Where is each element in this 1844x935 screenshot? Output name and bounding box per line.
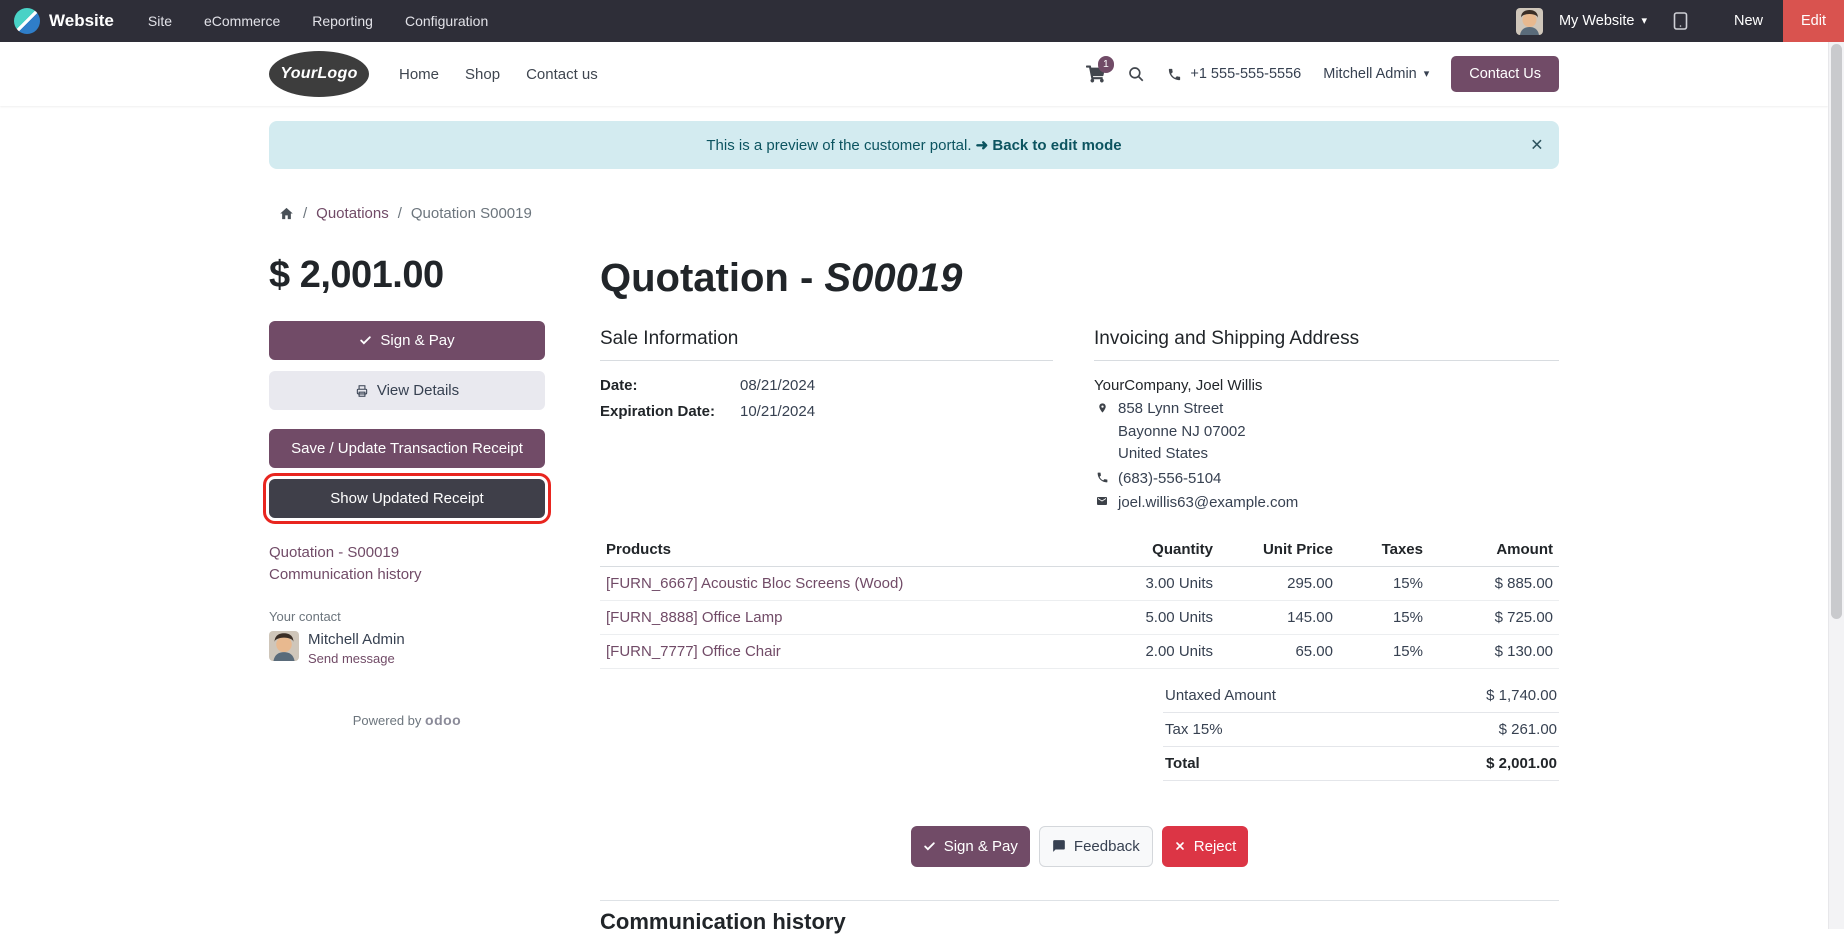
menu-configuration[interactable]: Configuration [404, 13, 489, 29]
new-button[interactable]: New [1733, 13, 1763, 29]
contact-us-button[interactable]: Contact Us [1451, 56, 1559, 92]
untaxed-amount-row: Untaxed Amount $ 1,740.00 [1163, 679, 1559, 713]
address-company: YourCompany, Joel Willis [1094, 377, 1263, 394]
quotation-sidebar: $ 2,001.00 Sign & Pay View Details Save … [263, 254, 551, 935]
col-header-taxes: Taxes [1339, 532, 1429, 567]
header-phone-number: +1 555-555-5556 [1190, 66, 1302, 82]
total-row: Total $ 2,001.00 [1163, 747, 1559, 781]
sidebar-link-quotation[interactable]: Quotation - S00019 [269, 544, 400, 561]
back-to-edit-link[interactable]: ➜ Back to edit mode [975, 137, 1122, 154]
col-header-unit-price: Unit Price [1219, 532, 1339, 567]
contact-avatar [269, 631, 299, 661]
chevron-down-icon: ▾ [1641, 14, 1647, 27]
editor-topbar-right: My Website ▾ New Edit [1515, 0, 1844, 42]
sign-pay-bottom-button[interactable]: Sign & Pay [910, 825, 1030, 867]
menu-ecommerce[interactable]: eCommerce [204, 13, 281, 29]
col-header-products: Products [600, 532, 1089, 567]
address-heading: Invoicing and Shipping Address [1094, 328, 1559, 361]
map-pin-icon [1094, 398, 1110, 466]
breadcrumb-quotations[interactable]: Quotations [316, 205, 389, 222]
nav-link-contact-us[interactable]: Contact us [526, 65, 598, 83]
save-update-receipt-button[interactable]: Save / Update Transaction Receipt [269, 429, 545, 468]
breadcrumb: / Quotations / Quotation S00019 [269, 205, 1559, 222]
sign-pay-button[interactable]: Sign & Pay [269, 321, 545, 360]
powered-by: Powered by odoo [352, 712, 462, 728]
address-email: joel.willis63@example.com [1094, 492, 1559, 515]
totals-summary: Untaxed Amount $ 1,740.00 Tax 15% $ 261.00… [1163, 679, 1559, 781]
home-icon[interactable] [279, 206, 294, 221]
table-row: [FURN_7777] Office Chair 2.00 Units 65.0… [600, 634, 1559, 669]
website-preview-frame: YourLogo Home Shop Contact us 1 +1 555-5… [0, 42, 1828, 935]
search-icon[interactable] [1127, 65, 1145, 83]
cart-badge: 1 [1097, 56, 1115, 73]
odoo-logo[interactable]: odoo [425, 712, 462, 728]
your-contact-label: Your contact [269, 609, 341, 624]
contact-card: Mitchell Admin Send message [269, 631, 545, 666]
sidebar-link-communication-history[interactable]: Communication history [269, 566, 422, 583]
quotation-document: Quotation - S00019 Sale Information Date… [600, 254, 1559, 935]
page-scrollbar[interactable] [1828, 42, 1844, 929]
product-link[interactable]: [FURN_8888] Office Lamp [600, 600, 1089, 635]
user-menu-label: Mitchell Admin [1323, 66, 1417, 82]
table-row: [FURN_6667] Acoustic Bloc Screens (Wood)… [600, 566, 1559, 601]
show-updated-receipt-button[interactable]: Show Updated Receipt [263, 473, 551, 524]
feedback-button[interactable]: Feedback [1038, 825, 1153, 867]
close-icon[interactable]: × [1530, 133, 1543, 157]
phone-icon [1094, 468, 1110, 491]
total-amount: $ 2,001.00 [269, 254, 444, 296]
product-link[interactable]: [FURN_7777] Office Chair [600, 634, 1089, 669]
website-app-brand[interactable]: Website [14, 8, 114, 34]
sale-information-heading: Sale Information [600, 328, 1053, 361]
expiration-date-row: Expiration Date: 10/21/2024 [600, 403, 816, 420]
contact-name: Mitchell Admin [308, 631, 405, 648]
scrollbar-thumb[interactable] [1831, 44, 1842, 619]
edit-button[interactable]: Edit [1783, 0, 1844, 42]
breadcrumb-separator: / [303, 205, 308, 222]
send-message-link[interactable]: Send message [308, 651, 395, 666]
user-menu[interactable]: Mitchell Admin ▾ [1323, 66, 1429, 82]
menu-reporting[interactable]: Reporting [312, 13, 373, 29]
cart-button[interactable]: 1 [1086, 56, 1115, 83]
table-row: [FURN_8888] Office Lamp 5.00 Units 145.0… [600, 600, 1559, 635]
document-actions: Sign & Pay Feedback Reject [600, 825, 1559, 867]
editor-topbar: Website Site eCommerce Reporting Configu… [0, 0, 1844, 42]
website-app-label: Website [49, 11, 114, 30]
breadcrumb-current: Quotation S00019 [410, 205, 532, 222]
section-divider [600, 899, 1559, 901]
website-navbar: YourLogo Home Shop Contact us 1 +1 555-5… [0, 42, 1828, 106]
editor-menu: Site eCommerce Reporting Configuration [148, 13, 488, 29]
site-selector[interactable]: My Website ▾ [1559, 13, 1647, 29]
nav-link-shop[interactable]: Shop [465, 65, 501, 83]
portal-preview-alert: This is a preview of the customer portal… [269, 121, 1559, 169]
alert-text: This is a preview of the customer portal… [706, 137, 972, 154]
mobile-preview-icon[interactable] [1673, 12, 1688, 30]
breadcrumb-separator: / [397, 205, 402, 222]
address-phone: (683)-556-5104 [1094, 468, 1559, 491]
site-logo[interactable]: YourLogo [269, 51, 369, 97]
page-title: Quotation - S00019 [600, 256, 963, 300]
arrow-right-icon: ➜ [975, 137, 989, 154]
menu-site[interactable]: Site [147, 13, 172, 29]
nav-link-home[interactable]: Home [399, 65, 440, 83]
user-avatar[interactable] [1515, 7, 1543, 35]
col-header-amount: Amount [1429, 532, 1559, 567]
communication-history-heading: Communication history [600, 908, 846, 934]
website-app-icon [14, 8, 40, 34]
envelope-icon [1094, 492, 1110, 515]
site-logo-text: YourLogo [280, 65, 358, 82]
product-link[interactable]: [FURN_6667] Acoustic Bloc Screens (Wood) [600, 566, 1089, 601]
address-street-block: 858 Lynn Street Bayonne NJ 07002 United … [1094, 398, 1559, 466]
col-header-quantity: Quantity [1089, 532, 1219, 567]
chevron-down-icon: ▾ [1423, 67, 1430, 80]
reject-button[interactable]: Reject [1161, 825, 1249, 867]
view-details-button[interactable]: View Details [269, 371, 545, 410]
site-selector-label: My Website [1558, 13, 1635, 29]
header-phone[interactable]: +1 555-555-5556 [1167, 66, 1301, 82]
products-table: Products Quantity Unit Price Taxes Amoun… [600, 532, 1559, 669]
site-nav-links: Home Shop Contact us [399, 66, 598, 83]
tax-row: Tax 15% $ 261.00 [1163, 713, 1559, 747]
date-row: Date: 08/21/2024 [600, 377, 816, 394]
